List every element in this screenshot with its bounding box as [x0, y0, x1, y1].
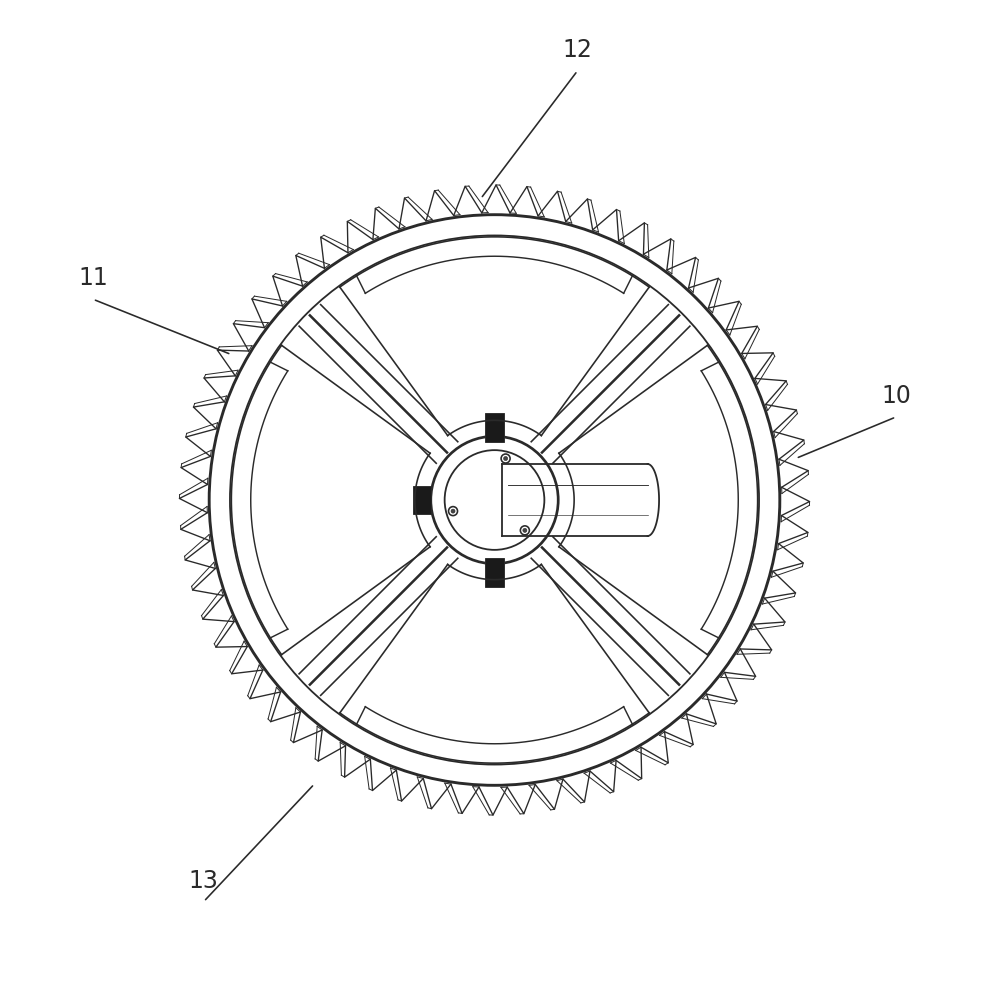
Text: 10: 10	[881, 384, 911, 408]
Text: 11: 11	[78, 266, 108, 290]
Circle shape	[523, 528, 527, 532]
Circle shape	[503, 457, 507, 461]
Bar	[486, 558, 503, 587]
Circle shape	[451, 509, 455, 513]
Bar	[412, 486, 431, 514]
Bar	[486, 413, 503, 442]
Text: 12: 12	[563, 38, 592, 62]
Text: 13: 13	[189, 869, 219, 893]
